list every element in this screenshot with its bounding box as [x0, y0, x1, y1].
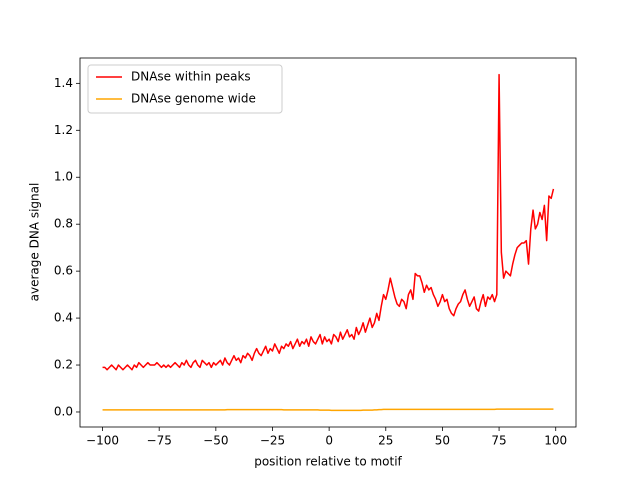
x-tick-label: 75 — [491, 434, 506, 448]
y-tick-label: 1.4 — [54, 76, 73, 90]
y-tick-label: 0.2 — [54, 358, 73, 372]
data-line — [102, 73, 555, 371]
data-line — [102, 408, 554, 412]
y-tick-label: 0.6 — [54, 264, 73, 278]
x-tick-label: −50 — [203, 434, 228, 448]
y-axis-label: average DNA signal — [28, 183, 42, 302]
y-tick-label: 1.0 — [54, 170, 73, 184]
x-axis-label: position relative to motif — [254, 455, 402, 469]
x-tick-label: −100 — [86, 434, 119, 448]
y-tick-label: 0.4 — [54, 311, 73, 325]
legend-label: DNAse genome wide — [131, 92, 256, 106]
y-tick-label: 0.8 — [54, 217, 73, 231]
x-tick-label: 0 — [325, 434, 333, 448]
x-tick-label: 50 — [435, 434, 450, 448]
plot-frame — [79, 57, 577, 428]
y-tick-label: 0.0 — [54, 404, 73, 418]
x-tick-label: 25 — [378, 434, 393, 448]
x-tick-label: −25 — [260, 434, 285, 448]
legend-box — [87, 64, 283, 114]
y-tick-label: 1.2 — [54, 123, 73, 137]
x-tick-label: 100 — [544, 434, 567, 448]
x-tick-label: −75 — [147, 434, 172, 448]
legend-label: DNAse within peaks — [131, 70, 251, 84]
